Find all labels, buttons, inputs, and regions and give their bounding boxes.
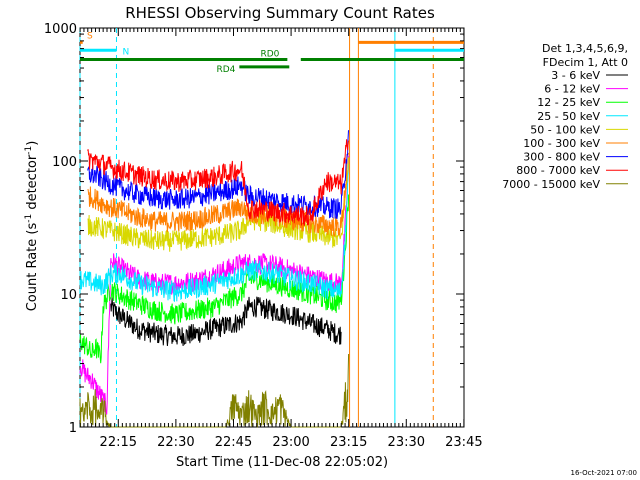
- y-axis-label-end: ): [25, 141, 40, 146]
- y-axis-label-mid: detector: [25, 154, 40, 214]
- series-line-3: [79, 163, 350, 303]
- y-axis-label: Count Rate (s-1 detector-1): [24, 141, 40, 312]
- axes: 1000 100 10 1 22:15 22:30 22:45 23:00 23:15 23:30…: [44, 22, 483, 450]
- legend-label-6: 300 - 800 keV: [523, 151, 600, 164]
- x-tick-label-4: 23:15: [330, 435, 367, 450]
- x-tick-label-2: 22:45: [215, 435, 252, 450]
- plot-frame: [79, 27, 465, 428]
- flag-label-rd0: RD0: [260, 49, 279, 59]
- x-axis-label: Start Time (11-Dec-08 22:05:02): [176, 455, 388, 470]
- legend-label-3: 25 - 50 keV: [537, 110, 600, 123]
- series-line-7: [87, 139, 349, 226]
- x-tick-label-1: 22:30: [157, 435, 194, 450]
- legend-label-4: 50 - 100 keV: [530, 123, 600, 136]
- legend-label-2: 12 - 25 keV: [537, 96, 600, 109]
- vertical-markers: [79, 28, 434, 427]
- x-tick-label-6: 23:45: [445, 435, 482, 450]
- y-axis-label-main: Count Rate (s: [25, 223, 40, 312]
- series-line-8: [79, 353, 350, 428]
- y-axis-label-sup2: -1: [24, 146, 34, 155]
- legend-label-5: 100 - 300 keV: [523, 137, 600, 150]
- footer-date: 16-Oct-2021 07:00: [571, 469, 637, 477]
- flag-label-s: S: [87, 31, 93, 41]
- series-lines: [79, 130, 350, 428]
- series-line-2: [79, 194, 350, 364]
- series-line-6: [87, 130, 349, 220]
- flag-lines: S N RD0 RD4: [80, 31, 464, 75]
- y-axis-label-sup1: -1: [24, 214, 34, 223]
- legend-header-line-2: FDecim 1, Att 0: [543, 56, 628, 69]
- legend-label-1: 6 - 12 keV: [544, 83, 600, 96]
- chart-title: RHESSI Observing Summary Count Rates: [125, 4, 435, 22]
- legend-header-line-1: Det 1,3,4,5,6,9,: [542, 42, 628, 55]
- flag-label-n: N: [122, 47, 129, 57]
- legend-label-7: 800 - 7000 keV: [516, 164, 600, 177]
- y-tick-label-2: 10: [60, 288, 77, 303]
- legend-label-0: 3 - 6 keV: [551, 69, 600, 82]
- x-tick-label-3: 23:00: [272, 435, 309, 450]
- x-tick-label-5: 23:30: [388, 435, 425, 450]
- legend-label-8: 7000 - 15000 keV: [502, 178, 600, 191]
- y-tick-label-1: 100: [52, 155, 77, 170]
- x-tick-label-0: 22:15: [100, 435, 137, 450]
- series-line-0: [110, 296, 342, 347]
- y-tick-label-0: 1000: [44, 22, 77, 37]
- flag-label-rd4: RD4: [216, 65, 235, 75]
- y-tick-label-3: 1: [69, 421, 77, 436]
